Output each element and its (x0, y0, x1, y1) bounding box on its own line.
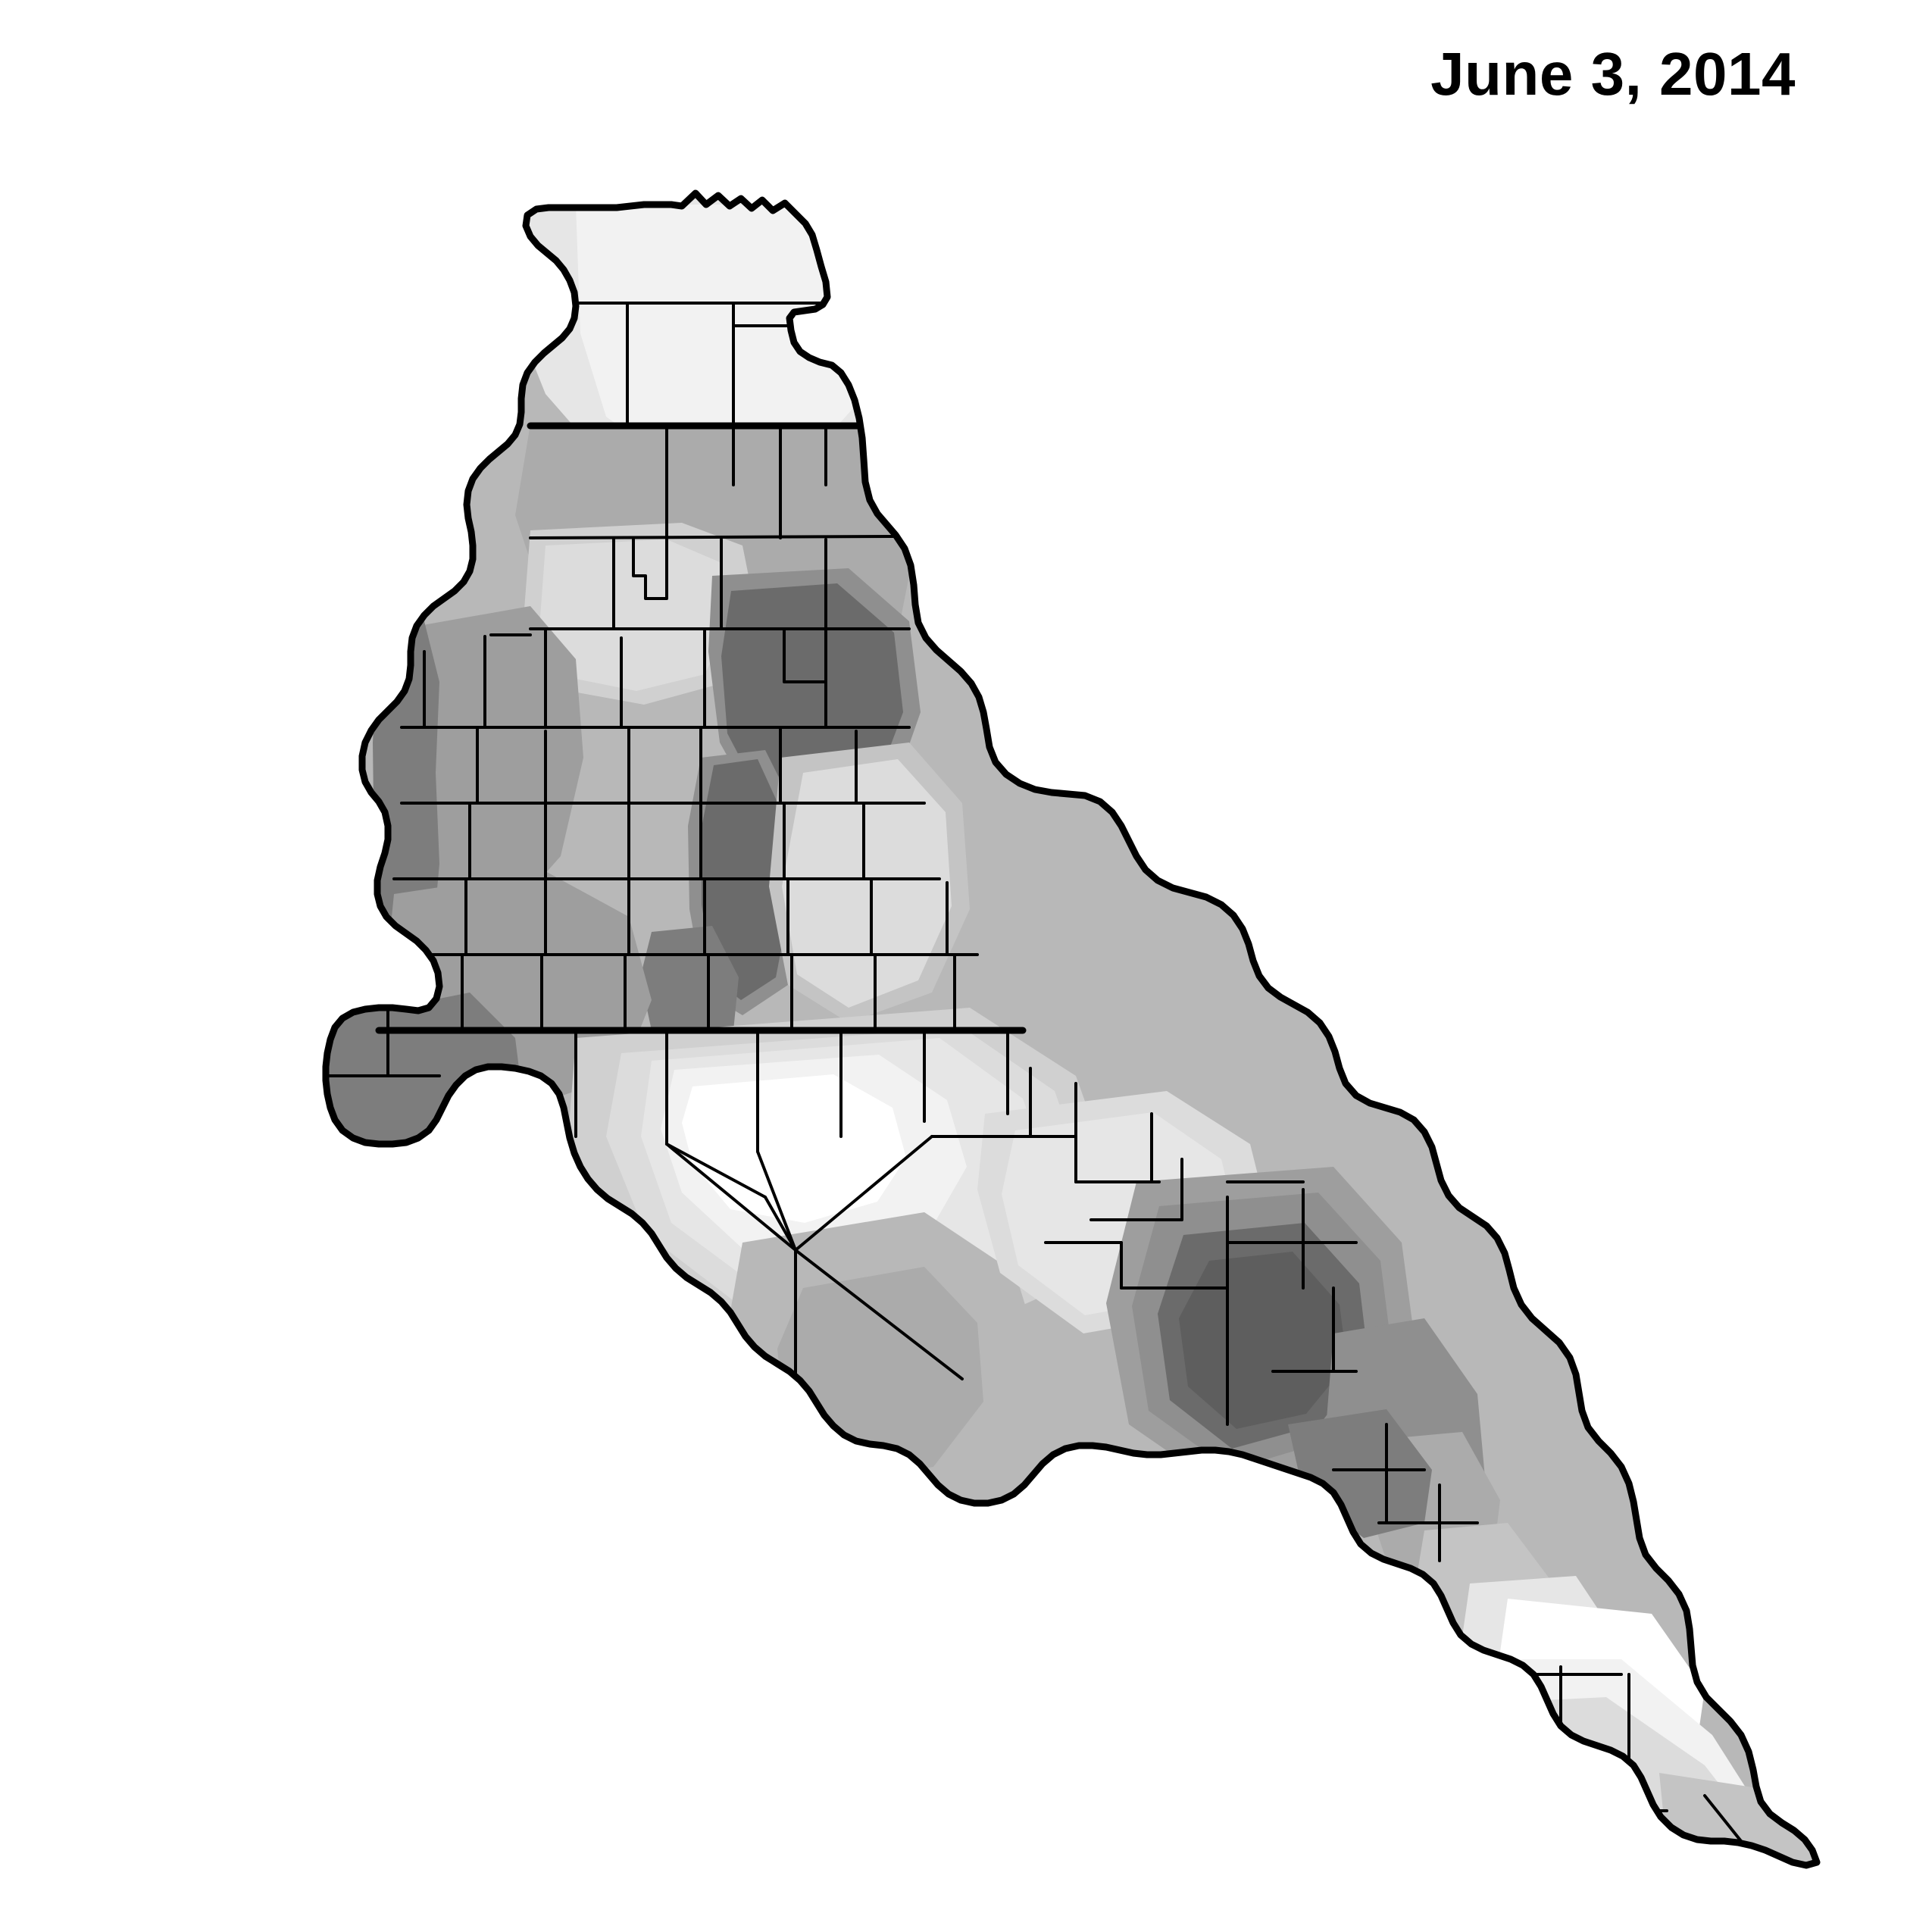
page-title: June 3, 2014 (1430, 40, 1796, 108)
county-line (794, 1249, 964, 1380)
county-line (665, 1143, 797, 1252)
county-line (529, 535, 896, 539)
county-line (1089, 1158, 1183, 1221)
county-line (665, 1143, 767, 1199)
region-outline (322, 189, 1821, 1869)
county-boundary-group (326, 302, 1767, 1865)
county-line (1044, 1241, 1123, 1290)
county-line (794, 1135, 933, 1252)
contour-band-level-3-north-central-core (539, 539, 731, 691)
county-line (783, 629, 827, 683)
county-line (764, 1196, 797, 1252)
county-line (632, 538, 668, 600)
contour-band-level-12-southeast-maximum (1179, 1252, 1347, 1429)
contour-band-level-1-north-panhandle-core (576, 205, 852, 458)
county-line (756, 1150, 797, 1252)
contour-band-level-0-permian-core (682, 1074, 906, 1223)
contour-band-level-3-east-central-core (782, 759, 952, 1008)
contour-band-level-10-corridor-lobe (640, 926, 739, 1053)
